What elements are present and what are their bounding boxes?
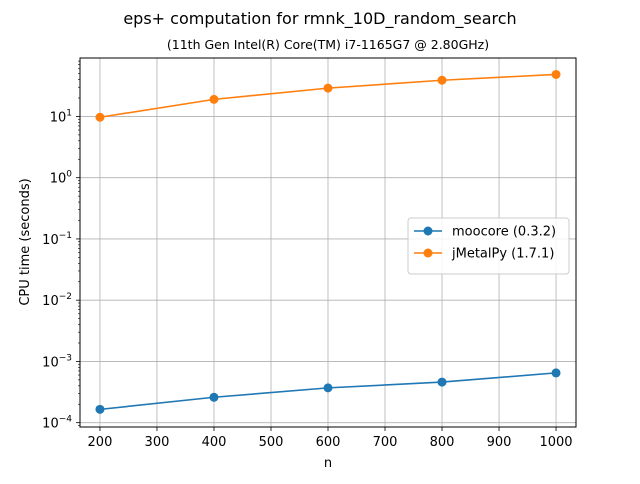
y-axis-label: CPU time (seconds) xyxy=(18,178,33,305)
data-point-0 xyxy=(209,392,219,402)
chart-subtitle: (11th Gen Intel(R) Core(TM) i7-1165G7 @ … xyxy=(167,37,489,52)
y-tick-label: 10−1 xyxy=(42,231,72,248)
y-tick-exponent: −3 xyxy=(59,353,72,363)
y-tick-label: 100 xyxy=(50,170,73,187)
legend-box xyxy=(407,217,570,275)
y-tick-exponent: −4 xyxy=(59,415,73,425)
data-point-1 xyxy=(323,83,333,93)
x-tick-label: 900 xyxy=(487,435,512,450)
x-tick-label: 500 xyxy=(259,435,284,450)
legend-marker-0 xyxy=(423,226,433,236)
y-tick-label: 10−3 xyxy=(42,353,72,370)
legend-label-1: jMetalPy (1.7.1) xyxy=(451,247,554,262)
y-tick-exponent: 1 xyxy=(66,108,72,118)
y-tick-label: 10−2 xyxy=(42,292,72,309)
y-tick-base: 10 xyxy=(42,233,59,248)
data-point-0 xyxy=(437,377,447,387)
y-tick-base: 10 xyxy=(42,355,59,370)
y-tick-exponent: −2 xyxy=(59,292,72,302)
x-tick-label: 300 xyxy=(145,435,170,450)
legend-label-0: moocore (0.3.2) xyxy=(452,225,556,240)
x-axis-label: n xyxy=(324,456,332,471)
data-point-0 xyxy=(323,383,333,393)
data-point-1 xyxy=(209,94,219,104)
series-layer xyxy=(95,69,561,414)
y-tick-exponent: 0 xyxy=(66,170,72,180)
legend: moocore (0.3.2) jMetalPy (1.7.1) xyxy=(407,217,570,275)
y-tick-base: 10 xyxy=(42,294,59,309)
data-point-1 xyxy=(95,112,105,122)
y-tick-label: 101 xyxy=(50,108,72,125)
tick-layer: 200 300 400 500 600 700 800 900 100010−410−310−2… xyxy=(42,108,572,450)
data-point-1 xyxy=(437,75,447,85)
data-point-0 xyxy=(551,368,561,378)
x-tick-label: 700 xyxy=(373,435,398,450)
x-tick-label: 400 xyxy=(202,435,227,450)
legend-marker-1 xyxy=(423,248,433,258)
chart-title: eps+ computation for rmnk_10D_random_sea… xyxy=(123,9,516,29)
y-tick-label: 10−4 xyxy=(42,415,72,432)
x-tick-label: 200 xyxy=(88,435,113,450)
x-tick-label: 800 xyxy=(430,435,455,450)
x-tick-label: 600 xyxy=(316,435,341,450)
y-tick-base: 10 xyxy=(50,172,67,187)
y-tick-base: 10 xyxy=(50,110,67,125)
data-point-0 xyxy=(95,404,105,414)
y-tick-base: 10 xyxy=(42,417,59,432)
data-point-1 xyxy=(551,69,561,79)
x-tick-label: 1000 xyxy=(539,435,572,450)
y-tick-exponent: −1 xyxy=(59,231,72,241)
